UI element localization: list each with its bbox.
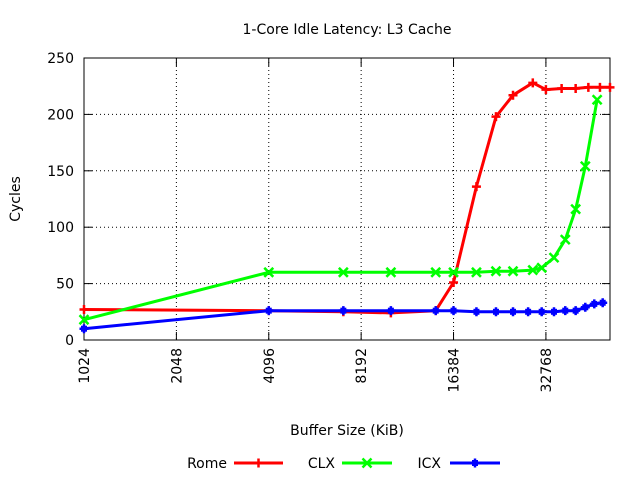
y-tick-label: 200 [47, 107, 74, 123]
data-point-icx [525, 308, 532, 315]
data-point-icx [450, 307, 457, 314]
y-tick-label: 50 [56, 277, 74, 293]
data-point-clx [527, 264, 539, 276]
data-point-icx [265, 307, 272, 314]
x-tick-label: 8192 [354, 348, 370, 384]
data-point-icx [473, 308, 480, 315]
data-point-icx [599, 299, 606, 306]
data-point-icx [432, 307, 439, 314]
data-point-icx [591, 300, 598, 307]
data-point-icx [550, 308, 557, 315]
chart-title: 1-Core Idle Latency: L3 Cache [243, 22, 452, 38]
data-point-clx [78, 314, 90, 326]
data-point-icx [510, 308, 517, 315]
x-tick-label: 32768 [539, 348, 555, 393]
data-point-icx [387, 307, 394, 314]
y-tick-label: 0 [65, 333, 74, 349]
data-point-clx [337, 266, 349, 278]
series-lines [78, 78, 615, 334]
data-point-icx [562, 307, 569, 314]
data-point-rome [471, 182, 481, 192]
axes: 0 50 100 150 200 250 1024 2048 4096 8192 16384 3276… [47, 51, 611, 393]
y-axis-label: Cycles [8, 176, 24, 222]
y-tick-label: 100 [47, 220, 74, 236]
y-tick-label: 250 [47, 51, 74, 67]
plot-frame [83, 57, 611, 341]
data-point-clx [448, 266, 459, 278]
legend: Rome CLX ICX [187, 456, 500, 472]
data-point-clx [536, 262, 548, 274]
data-point-rome [557, 83, 567, 93]
data-point-rome [605, 82, 615, 92]
data-point-clx [591, 94, 603, 106]
x-tick-label: 16384 [447, 348, 463, 393]
data-point-clx [570, 203, 582, 215]
legend-marker-icx [472, 460, 478, 466]
data-point-clx [579, 160, 591, 172]
legend-marker-clx [361, 457, 373, 469]
series-line-rome [83, 81, 610, 315]
data-point-clx [430, 266, 442, 278]
x-tick-label: 4096 [262, 348, 278, 384]
x-axis-label: Buffer Size (KiB) [290, 423, 404, 439]
data-point-rome [508, 90, 518, 100]
data-point-icx [81, 325, 87, 332]
data-point-icx [492, 308, 499, 315]
legend-marker-rome [254, 458, 263, 468]
data-point-clx [548, 252, 560, 264]
legend-label-clx: CLX [308, 456, 336, 472]
data-point-clx [507, 265, 519, 277]
legend-label-icx: ICX [418, 456, 442, 472]
data-point-icx [572, 307, 579, 314]
data-point-rome [79, 305, 89, 315]
data-point-rome [595, 82, 605, 92]
data-point-clx [263, 266, 275, 278]
data-point-rome [571, 83, 581, 93]
series-line-clx [83, 99, 599, 322]
data-point-rome [491, 112, 501, 122]
data-point-rome [449, 277, 459, 287]
grid [84, 58, 610, 340]
data-point-rome [541, 85, 551, 95]
data-point-clx [471, 266, 482, 278]
data-point-rome [528, 78, 538, 88]
data-point-clx [559, 234, 571, 245]
data-point-clx [490, 265, 502, 277]
legend-label-rome: Rome [187, 456, 227, 472]
data-point-icx [340, 307, 347, 314]
data-point-rome [583, 82, 593, 92]
data-point-clx [385, 266, 397, 278]
data-point-icx [538, 308, 545, 315]
x-tick-label: 2048 [169, 348, 185, 384]
data-point-icx [582, 304, 589, 311]
x-tick-label: 1024 [77, 348, 93, 384]
y-tick-label: 150 [47, 164, 74, 180]
